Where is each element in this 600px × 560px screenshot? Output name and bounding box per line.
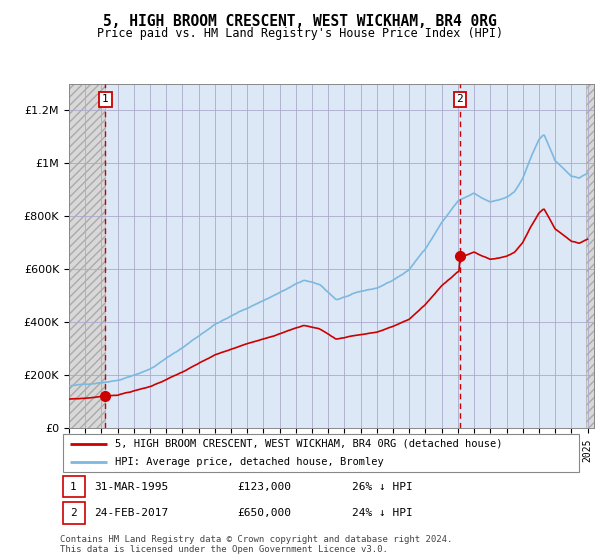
- Text: Contains HM Land Registry data © Crown copyright and database right 2024.
This d: Contains HM Land Registry data © Crown c…: [60, 535, 452, 554]
- Text: 2: 2: [457, 94, 463, 104]
- Text: £650,000: £650,000: [238, 508, 292, 518]
- Text: 1: 1: [102, 94, 109, 104]
- Text: 26% ↓ HPI: 26% ↓ HPI: [352, 482, 413, 492]
- Text: 1: 1: [70, 482, 77, 492]
- Text: 2: 2: [70, 508, 77, 518]
- Text: Price paid vs. HM Land Registry's House Price Index (HPI): Price paid vs. HM Land Registry's House …: [97, 27, 503, 40]
- Text: 5, HIGH BROOM CRESCENT, WEST WICKHAM, BR4 0RG: 5, HIGH BROOM CRESCENT, WEST WICKHAM, BR…: [103, 14, 497, 29]
- Text: 24-FEB-2017: 24-FEB-2017: [94, 508, 168, 518]
- Text: 24% ↓ HPI: 24% ↓ HPI: [352, 508, 413, 518]
- Text: 31-MAR-1995: 31-MAR-1995: [94, 482, 168, 492]
- FancyBboxPatch shape: [62, 476, 85, 497]
- Text: HPI: Average price, detached house, Bromley: HPI: Average price, detached house, Brom…: [115, 458, 383, 467]
- Text: £123,000: £123,000: [238, 482, 292, 492]
- FancyBboxPatch shape: [62, 502, 85, 524]
- Text: 5, HIGH BROOM CRESCENT, WEST WICKHAM, BR4 0RG (detached house): 5, HIGH BROOM CRESCENT, WEST WICKHAM, BR…: [115, 439, 502, 449]
- FancyBboxPatch shape: [62, 435, 580, 472]
